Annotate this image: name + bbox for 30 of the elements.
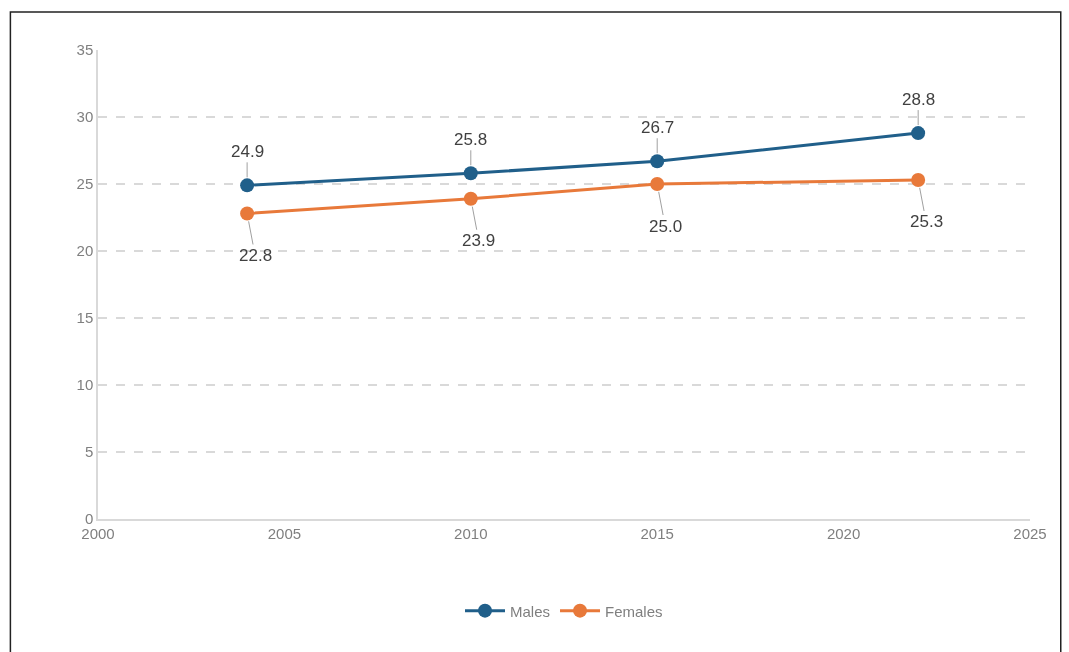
x-tick-label: 2025 (1013, 524, 1047, 542)
data-label: 25.3 (910, 212, 944, 231)
y-tick-label: 5 (84, 443, 94, 461)
point (240, 178, 255, 193)
data-label: 28.8 (902, 90, 936, 109)
x-tick-label: 2020 (826, 524, 861, 542)
y-tick-label: 25 (76, 175, 94, 193)
x-tick-label: 2015 (640, 524, 674, 542)
point (911, 172, 926, 187)
y-tick-label: 20 (76, 242, 94, 260)
x-tick-label: 2005 (267, 524, 302, 542)
data-label: 25.0 (649, 217, 683, 236)
data-label: 24.9 (231, 142, 265, 161)
point (240, 206, 255, 221)
y-tick-label: 35 (76, 41, 94, 59)
legend-label: Females (605, 602, 663, 620)
data-label: 26.7 (641, 118, 675, 137)
point (650, 154, 665, 169)
point (463, 166, 478, 181)
point (463, 191, 478, 206)
legend-label: Males (510, 602, 551, 620)
y-tick-label: 15 (76, 309, 94, 327)
data-label: 25.8 (454, 130, 488, 149)
point (911, 126, 926, 141)
y-tick-label: 10 (76, 376, 94, 394)
data-label: 23.9 (462, 231, 496, 250)
data-label: 22.8 (239, 246, 273, 265)
point (650, 177, 665, 191)
y-tick-label: 30 (76, 108, 94, 126)
x-tick-label: 2010 (454, 524, 488, 542)
